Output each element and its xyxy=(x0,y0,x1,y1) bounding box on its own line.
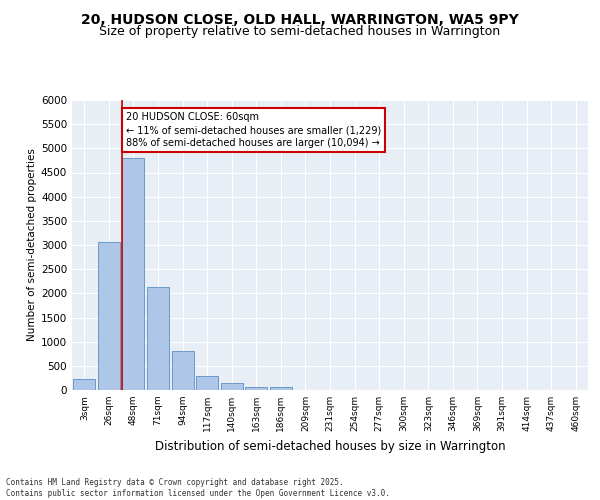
Bar xyxy=(270,387,292,390)
X-axis label: Distribution of semi-detached houses by size in Warrington: Distribution of semi-detached houses by … xyxy=(155,440,505,452)
Bar xyxy=(147,287,169,390)
Bar xyxy=(73,379,95,390)
Y-axis label: Number of semi-detached properties: Number of semi-detached properties xyxy=(27,148,37,342)
Text: Contains HM Land Registry data © Crown copyright and database right 2025.
Contai: Contains HM Land Registry data © Crown c… xyxy=(6,478,390,498)
Bar xyxy=(172,352,194,390)
Bar xyxy=(122,158,145,390)
Bar xyxy=(221,383,243,390)
Text: Size of property relative to semi-detached houses in Warrington: Size of property relative to semi-detach… xyxy=(100,25,500,38)
Bar xyxy=(98,242,120,390)
Text: 20, HUDSON CLOSE, OLD HALL, WARRINGTON, WA5 9PY: 20, HUDSON CLOSE, OLD HALL, WARRINGTON, … xyxy=(81,12,519,26)
Text: 20 HUDSON CLOSE: 60sqm
← 11% of semi-detached houses are smaller (1,229)
88% of : 20 HUDSON CLOSE: 60sqm ← 11% of semi-det… xyxy=(126,112,382,148)
Bar xyxy=(245,386,268,390)
Bar xyxy=(196,376,218,390)
